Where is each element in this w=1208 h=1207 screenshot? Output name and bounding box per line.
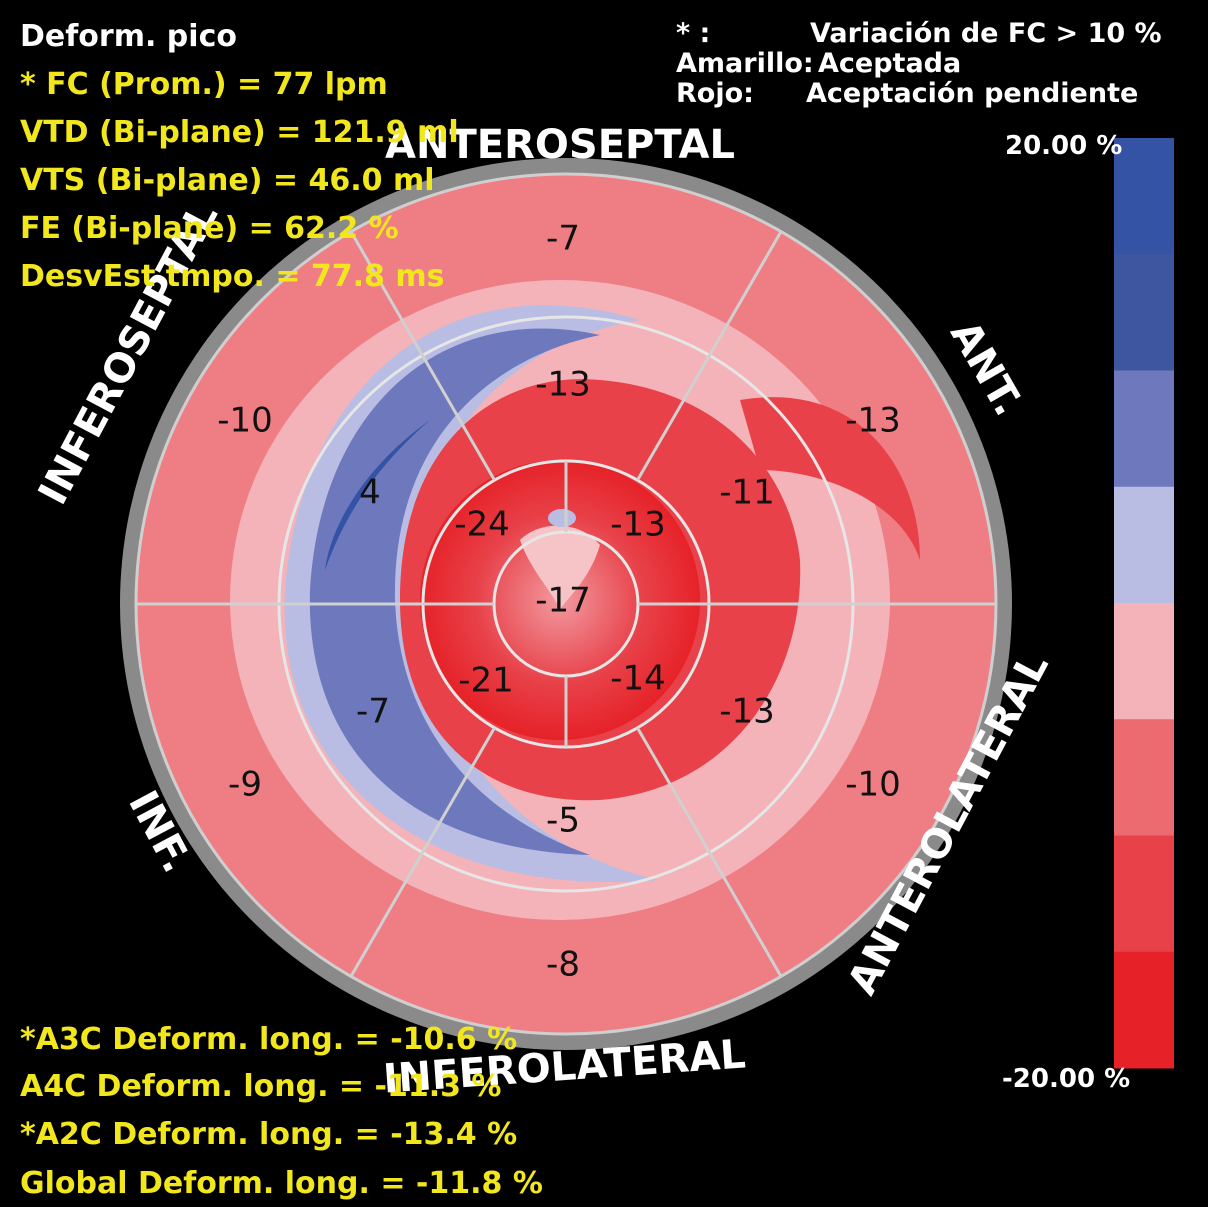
segment-dividers (136, 230, 996, 978)
header-edv: VTD (Bi-plane) = 121.9 ml (20, 115, 459, 150)
seg-mid-anterolateral: -13 (719, 692, 775, 732)
color-scale-step (1114, 138, 1174, 255)
color-scale-min-label: -20.00 % (1002, 1064, 1130, 1094)
ring-divider (636, 727, 783, 978)
wall-label-anteroseptal: ANTEROSEPTAL (385, 122, 735, 168)
key-yellow-value: Aceptada (818, 48, 961, 79)
seg-basal-anterolateral: -10 (845, 765, 901, 805)
footer-global: Global Deform. long. = -11.8 % (20, 1166, 543, 1201)
anterior-red-lobe (740, 397, 920, 560)
acceptance-key: * : Variación de FC > 10 % Amarillo: Ace… (676, 18, 1162, 109)
color-scale-step (1114, 951, 1174, 1069)
seg-basal-ant: -13 (845, 401, 901, 441)
seg-basal-inferolateral: -8 (546, 945, 580, 985)
color-scale-step (1114, 603, 1174, 720)
bullseye-plot: -7 -13 -10 -8 -9 -10 -13 -11 -13 -5 -7 4… (120, 158, 1012, 1050)
seg-apical-anterior: -13 (610, 505, 666, 545)
ring-divider (349, 230, 496, 481)
seg-mid-inferoseptal: 4 (359, 473, 381, 513)
key-red-value: Aceptación pendiente (806, 78, 1138, 109)
color-scale-bar (1114, 138, 1174, 1069)
key-star-value: Variación de FC > 10 % (810, 18, 1162, 49)
seg-mid-inf: -7 (356, 692, 390, 732)
color-scale: 20.00 % -20.00 % (1002, 131, 1174, 1094)
apex-light-spot (520, 525, 600, 610)
seg-apical-septal: -24 (454, 505, 510, 545)
apex-blue-dot (548, 509, 576, 527)
key-yellow: Amarillo: (676, 48, 814, 79)
color-scale-step (1114, 254, 1174, 371)
footer-a4c: A4C Deform. long. = -11.3 % (20, 1069, 501, 1104)
header-metrics: Deform. pico * FC (Prom.) = 77 lpm VTD (… (20, 19, 459, 294)
footer-a2c: *A2C Deform. long. = -13.4 % (20, 1117, 517, 1152)
seg-basal-inferoseptal: -10 (217, 401, 273, 441)
color-scale-step (1114, 486, 1174, 604)
header-title: Deform. pico (20, 19, 237, 54)
color-scale-max-label: 20.00 % (1005, 131, 1122, 161)
segment-values: -7 -13 -10 -8 -9 -10 -13 -11 -13 -5 -7 4… (217, 219, 901, 985)
ring-divider (349, 727, 496, 978)
color-scale-step (1114, 719, 1174, 836)
seg-basal-inf: -9 (228, 765, 262, 805)
seg-mid-inferolateral: -5 (546, 801, 580, 841)
footer-strains: *A3C Deform. long. = -10.6 % A4C Deform.… (20, 1022, 543, 1201)
ring-divider (636, 230, 783, 481)
seg-basal-anteroseptal: -7 (546, 219, 580, 259)
seg-apical-inferior: -21 (458, 661, 514, 701)
key-star: * : (676, 18, 710, 49)
seg-mid-ant: -11 (719, 473, 775, 513)
color-scale-step (1114, 835, 1174, 953)
blue-crescent-mid (309, 328, 600, 855)
seg-apex: -17 (535, 581, 591, 621)
seg-apical-lateral: -14 (610, 659, 666, 699)
header-ef: FE (Bi-plane) = 62.2 % (20, 211, 399, 246)
header-esv: VTS (Bi-plane) = 46.0 ml (20, 163, 435, 198)
header-hr: * FC (Prom.) = 77 lpm (20, 67, 388, 102)
seg-mid-anteroseptal: -13 (535, 365, 591, 405)
color-field (230, 280, 920, 920)
footer-a3c: *A3C Deform. long. = -10.6 % (20, 1022, 517, 1057)
color-scale-step (1114, 370, 1174, 488)
key-red: Rojo: (676, 78, 754, 109)
header-sd: DesvEst tmpo. = 77.8 ms (20, 259, 444, 294)
